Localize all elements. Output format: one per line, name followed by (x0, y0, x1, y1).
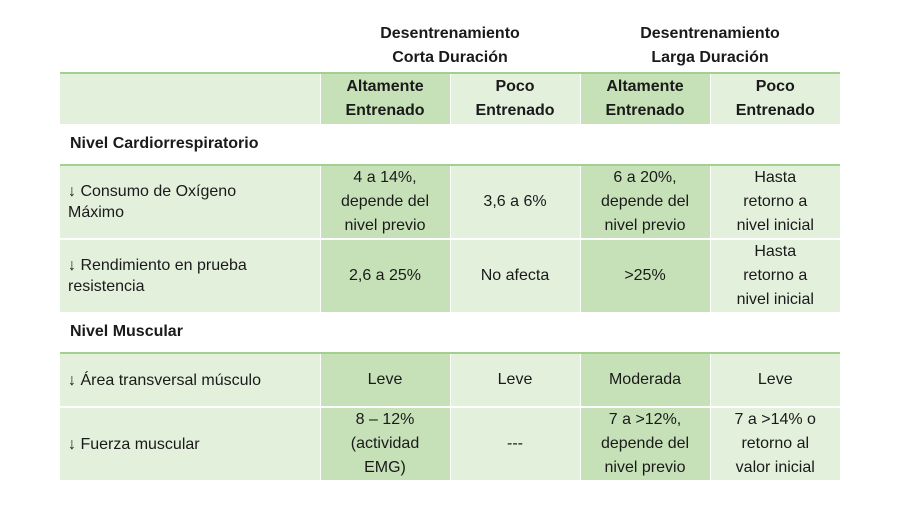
row-label: ↓ Consumo de Oxígeno Máximo (60, 164, 320, 239)
table-row: ↓ Área transversal músculo Leve Leve Mod… (60, 352, 840, 407)
section-row-muscle: Nivel Muscular (60, 312, 840, 353)
cell-long-low: Hasta retorno a nivel inicial (709, 164, 840, 239)
cell-long-high: Moderada (579, 352, 710, 407)
cell-long-high: 6 a 20%, depende del nivel previo (579, 164, 710, 239)
group-header-short-line2: Corta Duración (392, 49, 508, 66)
row-label: ↓ Fuerza muscular (60, 406, 320, 480)
group-header-long: Desentrenamiento Larga Duración (580, 22, 840, 70)
section-title-cardio: Nivel Cardiorrespiratorio (60, 124, 840, 165)
section-title-muscle: Nivel Muscular (60, 312, 840, 353)
col-header-long-low: Poco Entrenado (709, 72, 840, 124)
section-row-cardio: Nivel Cardiorrespiratorio (60, 124, 840, 165)
cell-long-high: 7 a >12%, depende del nivel previo (579, 406, 710, 480)
col-header-short-low: Poco Entrenado (449, 72, 580, 124)
row-label: ↓ Rendimiento en prueba resistencia (60, 238, 320, 312)
group-header-long-line1: Desentrenamiento (640, 25, 780, 42)
column-header-row: Altamente Entrenado Poco Entrenado Altamen… (60, 72, 840, 124)
cell-long-high: >25% (579, 238, 710, 312)
cell-long-low: Leve (709, 352, 840, 407)
cell-short-low: Leve (449, 352, 580, 407)
table-row: ↓ Consumo de Oxígeno Máximo 4 a 14%, depen… (60, 164, 840, 239)
group-header-short: Desentrenamiento Corta Duración (320, 22, 580, 70)
row-label: ↓ Área transversal músculo (60, 352, 320, 407)
group-header-long-line2: Larga Duración (651, 49, 769, 66)
table-row: ↓ Rendimiento en prueba resistencia 2,6 a… (60, 238, 840, 312)
group-header-short-line1: Desentrenamiento (380, 25, 520, 42)
cell-short-low: 3,6 a 6% (449, 164, 580, 239)
detraining-table: Altamente Entrenado Poco Entrenado Altamen… (60, 72, 840, 480)
cell-long-low: Hasta retorno a nivel inicial (709, 238, 840, 312)
col-header-long-high: Altamente Entrenado (579, 72, 710, 124)
header-empty-cell (60, 72, 320, 124)
cell-short-low: No afecta (449, 238, 580, 312)
cell-short-low: --- (449, 406, 580, 480)
col-header-short-high: Altamente Entrenado (319, 72, 450, 124)
cell-long-low: 7 a >14% o retorno al valor inicial (709, 406, 840, 480)
cell-short-high: 4 a 14%, depende del nivel previo (319, 164, 450, 239)
cell-short-high: 8 – 12% (actividad EMG) (319, 406, 450, 480)
cell-short-high: Leve (319, 352, 450, 407)
table-row: ↓ Fuerza muscular 8 – 12% (actividad EMG) … (60, 406, 840, 480)
cell-short-high: 2,6 a 25% (319, 238, 450, 312)
